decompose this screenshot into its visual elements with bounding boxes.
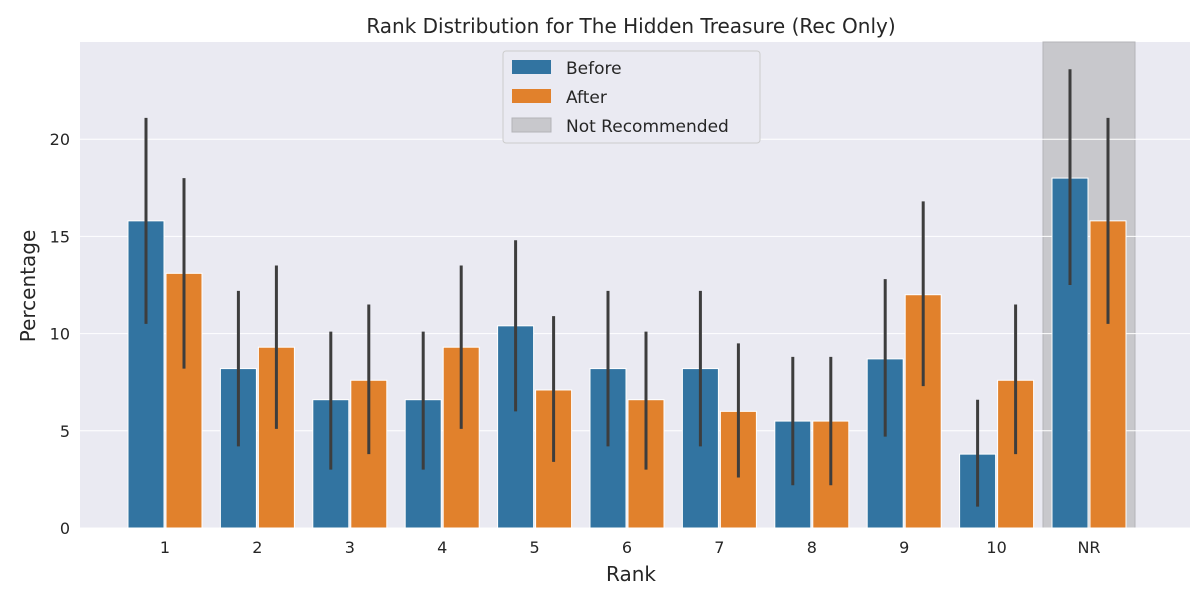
y-tick-label: 15 — [50, 227, 70, 246]
x-tick-label: 1 — [160, 538, 170, 557]
legend-label-before: Before — [566, 59, 622, 79]
x-tick-label: NR — [1077, 538, 1100, 557]
legend-frame — [502, 50, 761, 144]
x-axis-label: Rank — [606, 562, 656, 586]
x-tick-label: 3 — [345, 538, 355, 557]
x-tick-label: 8 — [807, 538, 817, 557]
y-axis-label: Percentage — [16, 230, 40, 343]
x-tick-label: 7 — [714, 538, 724, 557]
legend: Before After Not Recommended — [502, 50, 761, 144]
legend-swatch-after — [512, 89, 551, 103]
chart-title: Rank Distribution for The Hidden Treasur… — [366, 14, 895, 38]
legend-label-after: After — [566, 88, 607, 108]
legend-swatch-before — [512, 60, 551, 74]
y-tick-labels: 0 5 10 15 20 — [50, 130, 70, 538]
legend-label-not-recommended: Not Recommended — [566, 117, 729, 137]
x-tick-labels: 1 2 3 4 5 6 7 8 9 10 NR — [160, 538, 1101, 557]
x-tick-label: 10 — [986, 538, 1006, 557]
y-tick-label: 0 — [60, 519, 70, 538]
y-tick-label: 5 — [60, 422, 70, 441]
x-tick-label: 2 — [252, 538, 262, 557]
x-tick-label: 4 — [437, 538, 447, 557]
y-tick-label: 20 — [50, 130, 70, 149]
legend-swatch-not-recommended — [511, 117, 552, 133]
error-bars-layer — [144, 69, 1110, 507]
x-tick-label: 6 — [622, 538, 632, 557]
y-tick-label: 10 — [50, 325, 70, 344]
x-tick-label: 5 — [530, 538, 540, 557]
x-tick-label: 9 — [899, 538, 909, 557]
